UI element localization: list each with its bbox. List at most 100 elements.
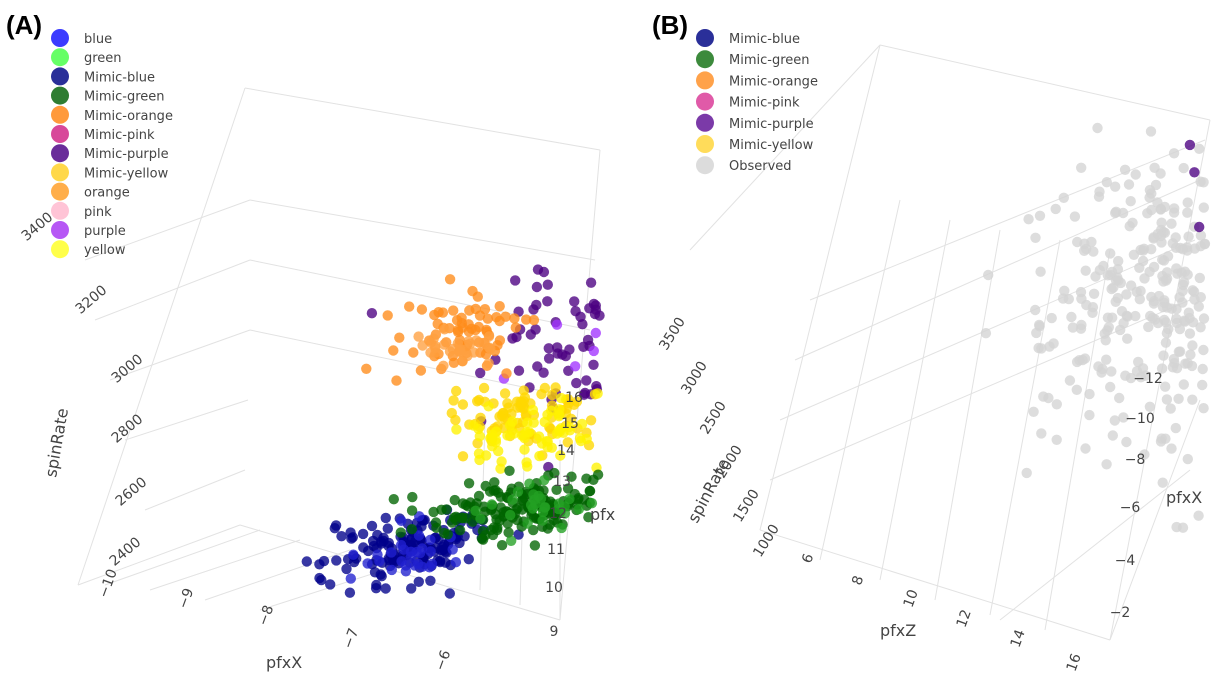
point-observed [1161, 267, 1173, 278]
legend-label-mimic-blue[interactable]: Mimic-blue [84, 70, 155, 85]
legend-swatch-mimic-pink[interactable] [51, 125, 69, 143]
y-tick-label: 15 [561, 416, 579, 432]
legend-swatch-green[interactable] [51, 48, 69, 67]
legend-label-mimic-orange[interactable]: Mimic-orange [84, 109, 173, 124]
point-yellow [542, 442, 553, 453]
point-observed [1113, 255, 1124, 267]
legend-swatch-mimic-yellow[interactable] [696, 135, 714, 153]
legend-label-yellow[interactable]: yellow [84, 243, 126, 258]
legend-label-observed[interactable]: Observed [729, 159, 792, 174]
legend-label-mimic-pink[interactable]: Mimic-pink [84, 128, 155, 143]
point-observed [1117, 207, 1129, 219]
point-mimic-blue [325, 579, 336, 590]
legend-swatch-mimic-orange[interactable] [51, 105, 69, 124]
legend-label-mimic-yellow[interactable]: Mimic-yellow [729, 138, 814, 153]
legend-label-mimic-green[interactable]: Mimic-green [84, 90, 165, 105]
point-mimic-orange [391, 375, 402, 386]
legend-swatch-blue[interactable] [51, 29, 69, 47]
point-blue [348, 549, 359, 560]
point-observed [1088, 288, 1100, 299]
legend-label-purple[interactable]: purple [84, 224, 126, 239]
point-observed [1156, 237, 1167, 248]
legend-label-mimic-purple[interactable]: Mimic-purple [729, 117, 814, 132]
legend-label-mimic-orange[interactable]: Mimic-orange [729, 74, 818, 89]
point-observed [1170, 232, 1181, 243]
legend-swatch-mimic-green[interactable] [51, 86, 69, 105]
legend-swatch-purple[interactable] [51, 221, 69, 239]
legend-label-green[interactable]: green [84, 51, 122, 66]
point-orange [454, 345, 465, 357]
point-observed [1185, 349, 1196, 360]
point-mimic-green [502, 518, 513, 529]
point-mimic-purple [532, 264, 544, 275]
point-observed [1174, 292, 1185, 303]
legend-swatch-mimic-purple[interactable] [696, 113, 714, 132]
point-observed [1036, 343, 1047, 354]
point-green [486, 499, 497, 510]
legend-swatch-observed[interactable] [696, 156, 714, 175]
point-mimic-yellow [496, 410, 508, 421]
point-observed [1084, 388, 1095, 400]
point-mimic-green [489, 477, 500, 488]
legend-label-mimic-purple[interactable]: Mimic-purple [84, 147, 169, 162]
point-yellow [554, 426, 566, 437]
point-yellow [592, 388, 603, 399]
legend-label-mimic-blue[interactable]: Mimic-blue [729, 32, 800, 47]
panel-a-legend[interactable]: blue green Mimic-blue Mimic-green Mimic-oran… [51, 29, 173, 259]
point-mimic-orange [528, 314, 540, 326]
legend-label-mimic-yellow[interactable]: Mimic-yellow [84, 166, 169, 181]
point-observed [1110, 181, 1121, 192]
point-observed [1165, 403, 1176, 414]
legend-label-mimic-pink[interactable]: Mimic-pink [729, 96, 800, 111]
legend-swatch-mimic-purple[interactable] [51, 144, 69, 163]
point-observed [1195, 176, 1206, 187]
legend-label-pink[interactable]: pink [84, 205, 112, 220]
point-observed [1084, 409, 1095, 421]
panel-b-legend[interactable]: Mimic-blue Mimic-green Mimic-orange Mimic-p… [696, 29, 818, 175]
point-observed [1050, 203, 1061, 215]
panel-b-scatter-points [980, 122, 1211, 533]
legend-swatch-orange[interactable] [51, 182, 69, 201]
point-observed [1035, 266, 1046, 277]
point-mimic-orange [388, 345, 399, 356]
point-observed [1092, 122, 1103, 134]
point-observed [1101, 459, 1112, 470]
point-mimic-purple [557, 349, 568, 360]
legend-swatch-pink[interactable] [51, 201, 69, 220]
point-observed [1079, 245, 1090, 256]
legend-label-orange[interactable]: orange [84, 186, 130, 201]
point-observed [1194, 272, 1206, 284]
legend-swatch-mimic-green[interactable] [696, 50, 714, 69]
point-observed [1106, 266, 1118, 278]
point-mimic-yellow [539, 382, 551, 394]
legend-swatch-mimic-yellow[interactable] [51, 163, 69, 182]
legend-label-mimic-green[interactable]: Mimic-green [729, 53, 810, 68]
point-orange [439, 324, 450, 335]
point-green [505, 509, 516, 521]
point-observed [1198, 403, 1209, 414]
point-observed [1156, 224, 1167, 236]
y-tick-label: 12 [954, 608, 975, 630]
legend-label-blue[interactable]: blue [84, 32, 112, 47]
point-observed [1114, 392, 1125, 404]
point-mimic-orange [494, 315, 505, 327]
point-mimic-orange [510, 322, 521, 333]
point-observed [1189, 243, 1201, 254]
point-observed [1130, 310, 1141, 322]
point-observed [1166, 443, 1177, 454]
legend-swatch-mimic-blue[interactable] [51, 67, 69, 86]
point-mimic-blue [371, 579, 382, 591]
point-observed [1170, 422, 1182, 434]
point-observed [1166, 218, 1177, 229]
point-observed [1127, 217, 1138, 228]
point-observed [1118, 412, 1129, 423]
point-mimic-blue [357, 528, 369, 540]
legend-swatch-mimic-pink[interactable] [696, 92, 714, 111]
point-observed [1173, 393, 1184, 404]
point-observed [1043, 392, 1054, 404]
point-yellow [483, 401, 494, 412]
legend-swatch-yellow[interactable] [51, 240, 69, 259]
legend-swatch-mimic-orange[interactable] [696, 71, 714, 90]
point-mimic-yellow [450, 414, 461, 426]
legend-swatch-mimic-blue[interactable] [696, 29, 714, 47]
